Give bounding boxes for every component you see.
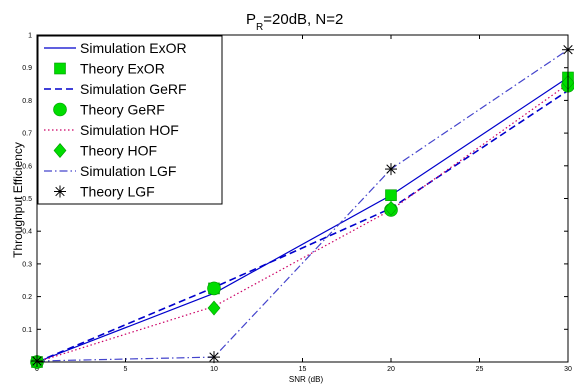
y-tick-label: 0.9 [22,65,32,72]
y-tick-label: 0.7 [22,131,32,138]
legend-label-simulation-exor: Simulation ExOR [80,40,187,56]
x-tick-label: 5 [124,366,128,373]
data-point-theory-lgf [385,163,397,176]
legend-label-theory-exor: Theory ExOR [80,61,165,77]
legend-label-theory-gerf: Theory GeRF [80,102,165,118]
series-line-simulation-exor [36,77,569,363]
data-point-theory-gerf [207,281,221,296]
x-tick-label: 25 [476,366,484,373]
series-line-simulation-gerf [36,89,569,363]
x-tick-label: 0 [35,366,39,373]
data-point-theory-exor [385,189,397,202]
title-suffix: =20dB, N=2 [263,11,343,28]
data-point-theory-hof [384,200,398,216]
legend-label-simulation-lgf: Simulation LGF [80,163,176,179]
x-axis-label: SNR (dB) [289,375,324,384]
legend: Simulation ExOR Theory ExOR Simulation GeR… [37,35,223,205]
legend-swatch-theory-hof [53,143,67,158]
y-tick-label: 0.5 [22,196,32,203]
series-lines [36,49,569,363]
series-line-simulation-hof [36,83,569,363]
y-tick-label: 0.4 [22,229,32,236]
x-tick-label: 10 [210,366,218,373]
legend-label-simulation-gerf: Simulation GeRF [80,81,187,97]
y-axis-label: Throughput Efficiency [11,142,25,258]
legend-box [37,35,223,205]
data-point-theory-hof [207,300,221,316]
x-tick-label: 15 [299,366,307,373]
legend-swatch-theory-lgf [54,185,66,198]
y-tick-label: 0.3 [22,261,32,268]
legend-swatch-theory-exor [54,62,66,75]
legend-swatch-theory-gerf [53,102,67,117]
legend-label-simulation-hof: Simulation HOF [80,122,179,138]
y-tick-label: 0.6 [22,163,32,170]
plot-frame [36,34,569,363]
legend-label-theory-lgf: Theory LGF [80,184,155,200]
x-tick-label: 30 [564,366,572,373]
y-tick-label: 0.2 [22,294,32,301]
title-subscript: R [256,22,263,33]
y-tick-label: 1 [28,33,32,40]
chart-title: PR=20dB, N=2 [246,11,343,33]
axis-ticks: 0 5 10 15 20 25 30 0.1 0.2 0.3 0.4 0.5 0.6 0.7 0.8 0.9 1 [22,33,572,374]
series-line-simulation-lgf [36,49,569,362]
legend-label-theory-hof: Theory HOF [80,143,157,159]
y-tick-label: 0.1 [22,327,32,334]
x-tick-label: 20 [387,366,395,373]
y-tick-label: 0.8 [22,98,32,105]
data-point-theory-lgf [208,351,220,364]
title-prefix: P [246,11,256,28]
